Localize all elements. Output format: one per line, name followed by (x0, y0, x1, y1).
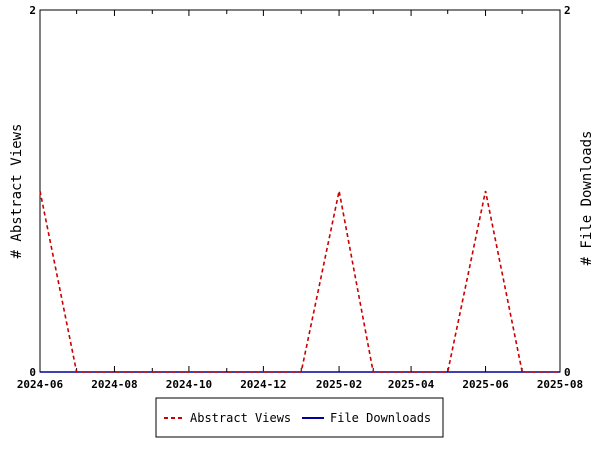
legend-box (155, 397, 444, 438)
x-tick-label: 2025-08 (537, 378, 583, 391)
y-left-tick-label: 0 (29, 366, 36, 379)
series-line-abstract-views (39, 190, 560, 373)
x-tick-label: 2025-02 (316, 378, 362, 391)
x-tick-label: 2025-04 (388, 378, 435, 391)
y-right-tick-label: 0 (564, 366, 571, 379)
legend-label-abstract-views: Abstract Views (190, 411, 291, 425)
plot-area (39, 9, 561, 373)
x-tick-label: 2024-12 (240, 378, 286, 391)
x-tick-label: 2024-08 (91, 378, 137, 391)
series-layer (39, 190, 560, 373)
y-left-axis-label: # Abstract Views (9, 124, 25, 259)
y-right-axis-label: # File Downloads (579, 131, 595, 266)
y-right-tick-label: 2 (564, 4, 571, 17)
legend: Abstract Views File Downloads (155, 397, 444, 438)
y-left-tick-label: 2 (29, 4, 36, 17)
x-tick-label: 2024-10 (166, 378, 212, 391)
legend-label-file-downloads: File Downloads (330, 411, 431, 425)
x-tick-label: 2025-06 (462, 378, 509, 391)
x-tick-label: 2024-06 (17, 378, 64, 391)
